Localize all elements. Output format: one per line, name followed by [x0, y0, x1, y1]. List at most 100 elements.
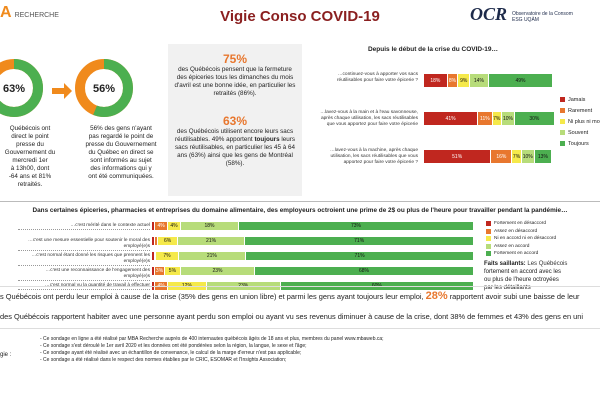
chart-title: Depuis le début de la crise du COVID-19…: [367, 46, 499, 53]
logo-sub-line: Observatoire de la Consom: [512, 11, 573, 17]
legend-label: Ni en accord ni en désaccord: [494, 236, 557, 242]
legend-swatch: [560, 119, 565, 124]
text-line: du Québec en direct se: [88, 149, 154, 156]
method-item: - Ce sondage a été réalisé dans le respe…: [40, 357, 287, 363]
text-part: des Québécois pensent que la fermeture d…: [174, 66, 296, 97]
text-line: retraités.: [17, 181, 43, 188]
text-part: des Québécois rapportent habiter avec un…: [0, 312, 583, 321]
method-label: gie :: [0, 352, 12, 358]
data-label: 5%: [168, 268, 177, 274]
bar-segment: 11%: [478, 112, 493, 125]
arrow: [52, 83, 72, 99]
faits-saillants: Faits saillants: Les Québécois fortement …: [484, 260, 600, 292]
text-line: sont informés au sujet: [90, 157, 152, 164]
bar-segment: 51%: [424, 150, 492, 163]
bar-segment: 5%: [164, 267, 181, 275]
bar-segment: [152, 252, 156, 260]
data-label: 7%: [493, 115, 501, 122]
bar-segment: 14%: [470, 74, 489, 87]
separator: [0, 286, 600, 287]
faits-text: Les Québécois: [525, 261, 568, 267]
bar: 41% 11% 7% 10% 30%: [424, 112, 556, 125]
bar-segment: 10%: [521, 150, 535, 163]
legend-item: Ni en accord ni en désaccord: [486, 235, 556, 243]
bar-segment: 71%: [245, 237, 474, 245]
data-label: 21%: [206, 238, 217, 244]
text-line: -64 ans et 81%: [8, 173, 52, 180]
bar-segment: 9%: [458, 74, 471, 87]
faits-line: par les détaillants: [484, 285, 531, 291]
text-line: Québécois ont: [9, 125, 51, 132]
donut-label: 56%: [93, 83, 115, 95]
faits-line: fortement en accord avec les: [484, 269, 562, 275]
stat-number: 63%: [222, 114, 248, 128]
left-text: 56% des gens n'ayant pas regardé le point…: [80, 125, 162, 181]
text-line: direct le point: [11, 133, 49, 140]
legend-item: Jamais: [560, 94, 600, 105]
data-label: 10%: [522, 153, 533, 160]
data-label: 21%: [206, 253, 217, 259]
legend-swatch: [560, 108, 565, 113]
faits-label: Faits saillants:: [484, 261, 526, 267]
legend-label: Souvent: [568, 129, 589, 136]
text-line: pas regardé le point de: [88, 133, 154, 140]
category-label: …c'est normal vu la quantité de travail …: [18, 283, 150, 290]
category-label: …c'est normal étant donné les risques qu…: [18, 253, 150, 266]
highlight: 28%: [425, 290, 448, 302]
text-part: leurs sacs réutilisables, en particulier…: [174, 136, 296, 167]
bar-segment: 71%: [246, 252, 475, 260]
text-line: presse du Gouvernement: [85, 141, 157, 148]
category-label: …c'est mérité dans le contexte actuel: [18, 223, 150, 230]
data-label: 13%: [537, 153, 548, 160]
bar-segment: 30%: [515, 112, 555, 125]
legend-label: Rarement: [568, 107, 593, 114]
bar-segment: [155, 252, 157, 260]
legend-item: Toujours: [560, 138, 600, 149]
bar-segment: 21%: [177, 237, 246, 245]
bar-segment: 16%: [491, 150, 513, 163]
text-line: Gouvernement du: [4, 149, 56, 156]
chart-title: Dans certaines épiceries, pharmacies et …: [32, 207, 568, 214]
text-part: rapportent avoir subi une baisse de leur: [447, 292, 580, 301]
category-label: …c'est une reconnaissance de l'engagemen…: [18, 268, 150, 281]
data-label: 51%: [452, 153, 463, 160]
methodology: - Ce sondage en ligne a été réalisé par …: [40, 336, 384, 364]
legend-item: Souvent: [560, 127, 600, 138]
category-label: …c'est une mesure essentielle pour soute…: [18, 238, 150, 251]
bar-segment: 18%: [180, 222, 239, 230]
bar: 3% 5% 23% 68%: [152, 267, 474, 275]
legend-swatch: [486, 236, 491, 242]
bar-segment: [155, 237, 159, 245]
data-label: 4%: [170, 223, 178, 229]
donut-value: [0, 59, 43, 117]
bar-segment: 18%: [424, 74, 448, 87]
legend-swatch: [560, 97, 565, 102]
bar-segment: 68%: [255, 267, 474, 275]
legend-swatch: [560, 130, 565, 135]
logo-mark: A: [0, 4, 12, 21]
data-label: 14%: [473, 77, 484, 84]
data-label: 68%: [358, 268, 369, 274]
logo-text: RECHERCHE: [14, 12, 59, 19]
data-label: 7%: [163, 253, 171, 259]
legend-label: Ni plus ni moins: [568, 118, 600, 125]
text-line: presse du: [16, 141, 44, 148]
bar-segment: 3%: [155, 267, 165, 275]
data-label: 11%: [480, 115, 490, 122]
bar-segment: 7%: [156, 252, 179, 260]
stats-box: 75% des Québécois pensent que la fermetu…: [168, 44, 302, 196]
text-part: des Québécois utilisent encore leurs sac…: [174, 128, 294, 143]
logo-left: A RECHERCHE: [0, 4, 59, 22]
bar: 18% 8% 9% 14% 49%: [424, 74, 556, 87]
method-item: - Ce sondage ayant été réalisé avec un é…: [40, 350, 302, 356]
bar: 4% 4% 18% 73%: [152, 222, 474, 230]
bar: 7% 21% 71%: [152, 252, 475, 260]
legend-swatch: [486, 221, 491, 227]
bar-segment: 8%: [447, 74, 459, 87]
data-label: 71%: [354, 238, 365, 244]
stat-text: des Québécois utilisent encore leurs sac…: [168, 128, 302, 168]
data-label: 9%: [460, 77, 468, 84]
text-line: à 13h00, dont: [10, 165, 50, 172]
text-line: 56% des gens n'ayant: [90, 125, 152, 132]
